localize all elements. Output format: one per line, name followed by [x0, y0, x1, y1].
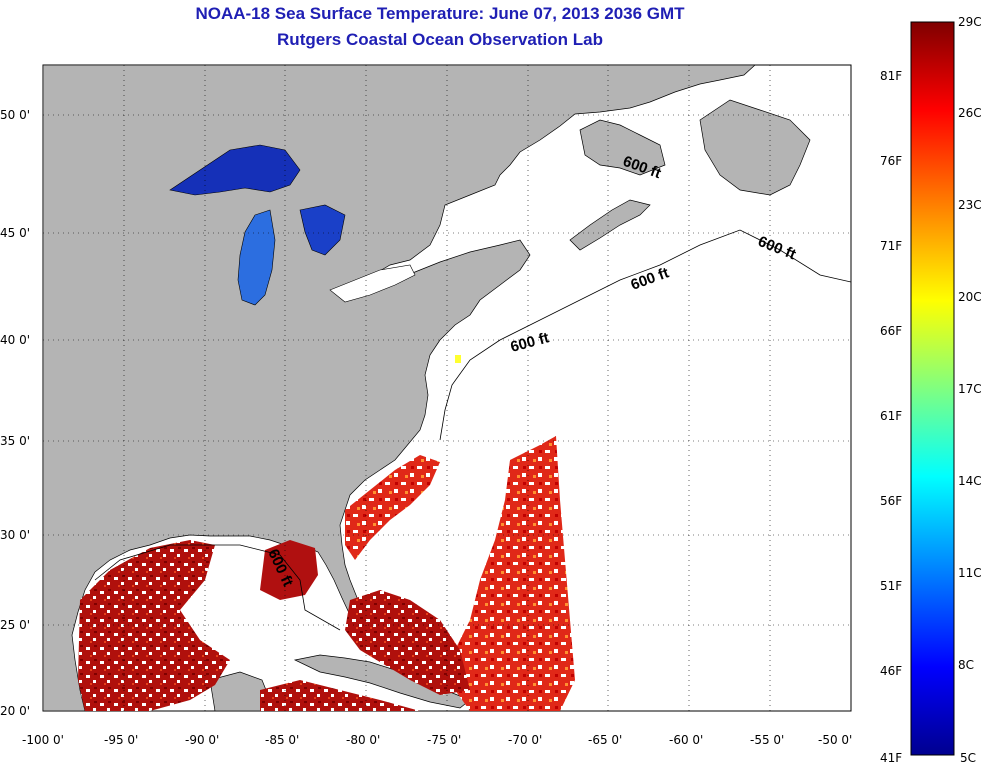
colorbar-fahrenheit-label: 61F	[880, 409, 902, 423]
colorbar-fahrenheit-label: 51F	[880, 579, 902, 593]
lat-axis: 20 0' 25 0' 30 0' 35 0' 40 0' 45 0' 50 0…	[0, 108, 30, 718]
colorbar: 29C 41F 5C 26C 23C 20C 17C 14C 11C 8C 81…	[880, 15, 982, 765]
lake-huron	[299, 204, 346, 256]
lat-tick-label: 50 0'	[0, 108, 30, 122]
lon-tick-label: -95 0'	[104, 733, 138, 747]
sst-warm-spot	[455, 355, 461, 363]
lon-tick-label: -70 0'	[508, 733, 542, 747]
lake-superior	[169, 144, 301, 196]
isobath-600ft-line	[439, 229, 851, 441]
lon-tick-label: -50 0'	[818, 733, 852, 747]
lon-tick-label: -100 0'	[22, 733, 64, 747]
newfoundland-land	[699, 99, 811, 196]
lon-tick-label: -85 0'	[265, 733, 299, 747]
colorbar-celsius-label: 11C	[958, 566, 982, 580]
colorbar-celsius-label: 23C	[958, 198, 982, 212]
colorbar-bottom-right-label: 5C	[960, 751, 976, 765]
sst-gulf-west	[78, 540, 230, 711]
isobath-600ft-gulf-line	[94, 544, 341, 631]
colorbar-celsius-label: 20C	[958, 290, 982, 304]
lake-michigan	[237, 209, 276, 306]
sst-gulf-east	[260, 540, 318, 600]
lat-tick-label: 25 0'	[0, 618, 30, 632]
lon-tick-label: -60 0'	[669, 733, 703, 747]
colorbar-fahrenheit-label: 76F	[880, 154, 902, 168]
colorbar-fahrenheit-label: 71F	[880, 239, 902, 253]
colorbar-celsius-label: 26C	[958, 106, 982, 120]
lat-tick-label: 40 0'	[0, 333, 30, 347]
map-content	[43, 65, 851, 711]
map-title: NOAA-18 Sea Surface Temperature: June 07…	[195, 4, 685, 23]
colorbar-top-label: 29C	[958, 15, 982, 29]
sst-caribbean	[345, 590, 470, 695]
lon-tick-label: -55 0'	[750, 733, 784, 747]
colorbar-fahrenheit-label: 46F	[880, 664, 902, 678]
map-subtitle: Rutgers Coastal Ocean Observation Lab	[277, 30, 603, 49]
lat-tick-label: 35 0'	[0, 434, 30, 448]
lat-tick-label: 45 0'	[0, 226, 30, 240]
colorbar-bottom-left-label: 41F	[880, 751, 902, 765]
colorbar-celsius-label: 17C	[958, 382, 982, 396]
sst-gulf-stream	[450, 436, 575, 711]
colorbar-fahrenheit-label: 66F	[880, 324, 902, 338]
north-america-land	[43, 65, 756, 711]
sst-caribbean-south	[260, 680, 420, 711]
colorbar-celsius-label: 8C	[958, 658, 974, 672]
colorbar-celsius-label: 14C	[958, 474, 982, 488]
lat-tick-label: 20 0'	[0, 704, 30, 718]
lat-tick-label: 30 0'	[0, 528, 30, 542]
colorbar-fahrenheit-label: 81F	[880, 69, 902, 83]
lake-erie-ontario	[329, 264, 416, 303]
nova-scotia-land	[569, 199, 651, 251]
colorbar-gradient	[910, 21, 955, 756]
lon-tick-label: -75 0'	[427, 733, 461, 747]
lon-tick-label: -65 0'	[588, 733, 622, 747]
lon-tick-label: -80 0'	[346, 733, 380, 747]
lon-tick-label: -90 0'	[185, 733, 219, 747]
sst-florida-shelf	[345, 455, 440, 560]
colorbar-fahrenheit-label: 56F	[880, 494, 902, 508]
gulf-st-lawrence-land	[579, 119, 666, 176]
lon-axis: -100 0' -95 0' -90 0' -85 0' -80 0' -75 …	[22, 733, 852, 747]
